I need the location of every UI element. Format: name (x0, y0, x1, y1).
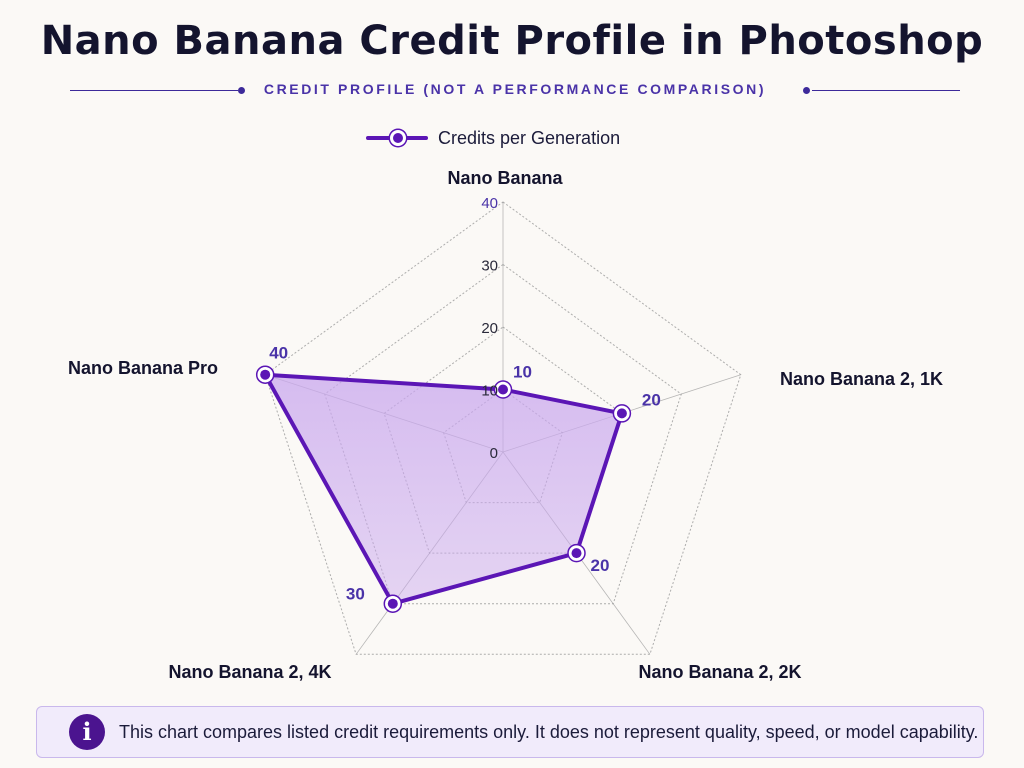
category-label: Nano Banana 2, 1K (780, 369, 943, 389)
data-label: 40 (269, 344, 288, 363)
data-point-5 (260, 369, 271, 380)
chart-title: Nano Banana Credit Profile in Photoshop (40, 18, 984, 64)
chart-subtitle: CREDIT PROFILE (NOT A PERFORMANCE COMPAR… (263, 81, 767, 97)
radial-tick-label: 20 (481, 320, 498, 337)
radar-chart: 0 10 20 30 40 10 20 20 30 40 Nano Banana Nano Banan… (68, 168, 943, 682)
info-note: i This chart compares listed credit requ… (36, 706, 984, 758)
category-label: Nano Banana (447, 168, 563, 188)
category-label: Nano Banana 2, 2K (638, 662, 801, 682)
data-point-1 (498, 384, 508, 395)
grid-ring-40 (264, 201, 742, 655)
chart-legend: Credits per Generation (366, 124, 620, 152)
category-label: Nano Banana 2, 4K (168, 662, 331, 682)
subtitle-dot-right (803, 87, 810, 94)
subtitle-rule-left (70, 90, 238, 91)
radar-labels: 0 10 20 30 40 10 20 20 30 40 Nano Banana Nano Banan… (68, 168, 943, 682)
legend-swatch (366, 128, 428, 148)
radial-tick-label: 40 (481, 195, 498, 212)
category-label: Nano Banana Pro (68, 358, 218, 378)
info-icon: i (69, 714, 105, 750)
subtitle-row: CREDIT PROFILE (NOT A PERFORMANCE COMPAR… (70, 80, 960, 100)
data-label: 30 (346, 585, 365, 604)
data-point-2 (616, 408, 627, 419)
data-point-4 (387, 598, 398, 609)
radial-tick-label: 0 (490, 445, 498, 462)
subtitle-rule-right (812, 90, 960, 91)
radial-tick-label: 10 (481, 383, 498, 400)
data-label: 10 (513, 363, 532, 382)
subtitle-dot-left (238, 87, 245, 94)
data-label: 20 (591, 556, 610, 575)
legend-label: Credits per Generation (438, 127, 621, 148)
radar-series (255, 365, 632, 613)
series-area (263, 372, 624, 606)
radial-tick-label: 30 (481, 258, 498, 275)
data-point-3 (571, 548, 582, 559)
data-label: 20 (642, 390, 661, 409)
info-note-text: This chart compares listed credit requir… (119, 721, 979, 742)
